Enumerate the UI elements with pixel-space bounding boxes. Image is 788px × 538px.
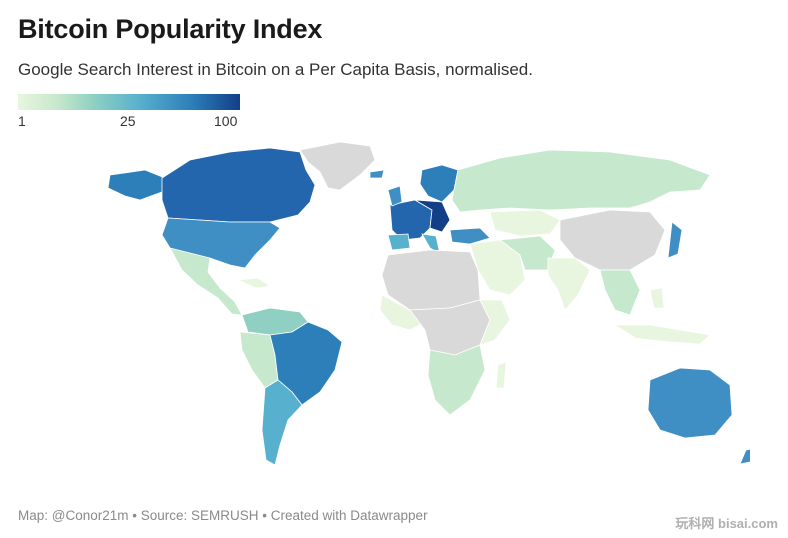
region-southern-africa[interactable]	[427, 344, 486, 416]
region-scandinavia[interactable]	[419, 164, 459, 203]
region-central-asia[interactable]	[489, 209, 561, 237]
region-india[interactable]	[547, 257, 591, 311]
region-caribbean[interactable]	[236, 277, 272, 289]
region-madagascar[interactable]	[495, 361, 507, 389]
legend-min-label: 1	[18, 113, 26, 129]
region-east-africa[interactable]	[479, 299, 511, 346]
map-subtitle: Google Search Interest in Bitcoin on a P…	[18, 60, 533, 79]
legend-labels: 1 25 100	[18, 113, 240, 131]
region-north-africa[interactable]	[381, 249, 481, 311]
region-japan-korea[interactable]	[667, 221, 683, 259]
region-turkey[interactable]	[449, 227, 491, 245]
watermark-logo: 玩科网 bisai.com	[675, 516, 778, 531]
region-alaska[interactable]	[107, 169, 166, 201]
region-china[interactable]	[559, 209, 666, 271]
legend-mid-label: 25	[120, 113, 136, 129]
region-southern-cone[interactable]	[261, 379, 303, 466]
world-choropleth-map	[107, 141, 750, 466]
region-brazil[interactable]	[269, 321, 343, 406]
legend-max-label: 100	[214, 113, 238, 129]
region-australia[interactable]	[647, 367, 733, 439]
legend-gradient-bar	[18, 94, 240, 110]
region-southeast-asia[interactable]	[599, 269, 641, 316]
map-title: Bitcoin Popularity Index	[18, 14, 323, 44]
color-legend: 1 25 100	[18, 94, 240, 131]
region-greenland[interactable]	[299, 141, 376, 191]
region-new-zealand[interactable]	[739, 428, 750, 465]
region-maritime-asia[interactable]	[613, 287, 711, 345]
region-uk-iceland[interactable]	[369, 169, 403, 207]
region-russia[interactable]	[451, 149, 711, 213]
region-canada[interactable]	[161, 147, 316, 223]
source-footer: Map: @Conor21m • Source: SEMRUSH • Creat…	[18, 508, 428, 523]
